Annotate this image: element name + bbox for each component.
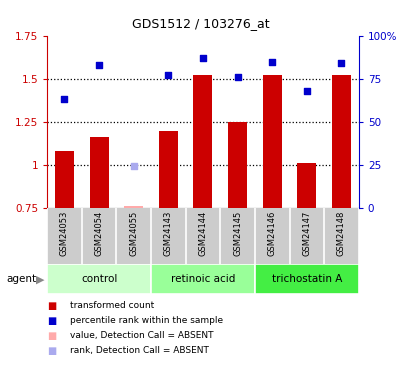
Bar [89,137,108,208]
Text: GSM24144: GSM24144 [198,211,207,256]
Text: GSM24143: GSM24143 [164,211,173,256]
Text: GDS1512 / 103276_at: GDS1512 / 103276_at [132,17,269,30]
Point [199,55,206,61]
Text: rank, Detection Call = ABSENT: rank, Detection Call = ABSENT [70,346,208,355]
Point [96,62,102,68]
Point [234,74,240,80]
Bar [262,75,281,208]
Point [303,88,309,94]
Text: GSM24054: GSM24054 [94,211,103,256]
Bar [151,264,254,294]
Text: percentile rank within the sample: percentile rank within the sample [70,316,222,325]
Text: ■: ■ [47,316,56,326]
Bar [193,75,212,208]
Bar [297,163,316,208]
Bar [227,122,247,208]
Text: transformed count: transformed count [70,301,153,310]
Text: GSM24145: GSM24145 [232,211,241,256]
Point [165,72,171,78]
Bar [47,264,151,294]
Text: control: control [81,274,117,284]
Text: ■: ■ [47,346,56,355]
Bar [331,75,350,208]
Bar [158,130,178,208]
Point [337,60,344,66]
Bar [55,151,74,208]
Text: GSM24055: GSM24055 [129,211,138,256]
Text: trichostatin A: trichostatin A [271,274,341,284]
Text: GSM24147: GSM24147 [301,211,310,256]
Text: agent: agent [6,274,36,284]
Point [268,58,275,64]
Text: GSM24148: GSM24148 [336,211,345,256]
Text: ▶: ▶ [36,274,45,284]
Text: ■: ■ [47,331,56,340]
Text: GSM24146: GSM24146 [267,211,276,256]
Bar [124,206,143,208]
Text: GSM24053: GSM24053 [60,211,69,256]
Text: retinoic acid: retinoic acid [170,274,235,284]
Text: value, Detection Call = ABSENT: value, Detection Call = ABSENT [70,331,213,340]
Point [61,96,67,102]
Point [130,163,137,169]
Text: ■: ■ [47,301,56,310]
Bar [254,264,358,294]
